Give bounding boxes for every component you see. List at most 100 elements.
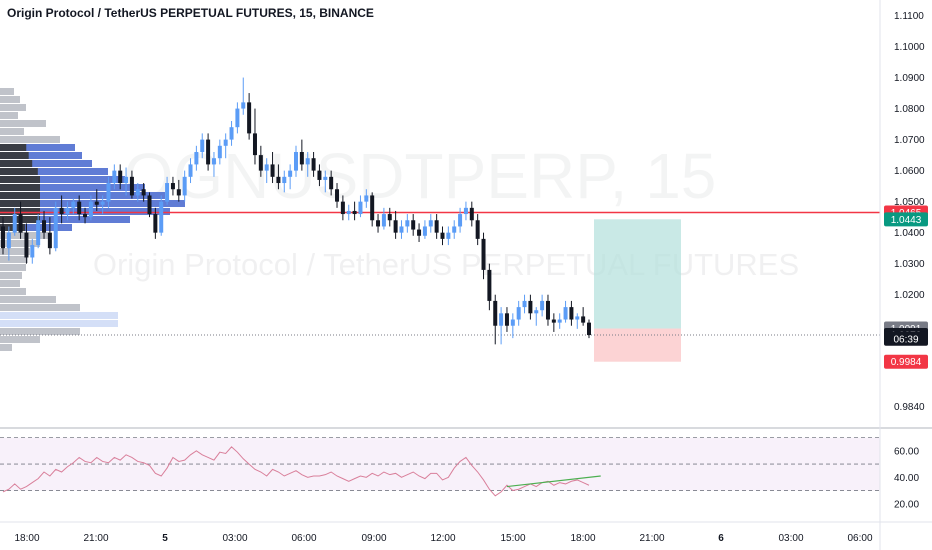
price-tick-label: 1.0700 bbox=[894, 135, 925, 146]
time-tick-label: 21:00 bbox=[639, 533, 664, 544]
candle-body bbox=[194, 152, 199, 165]
candle-body bbox=[522, 300, 527, 308]
watermark-name: Origin Protocol / TetherUS PERPETUAL FUT… bbox=[93, 247, 799, 282]
position-zones[interactable] bbox=[594, 219, 681, 362]
volume-profile-bar bbox=[0, 288, 26, 295]
candle-body bbox=[211, 158, 216, 165]
candle-body bbox=[71, 201, 76, 208]
price-axis[interactable]: 1.1100 1.1000 1.0900 1.0800 1.0700 1.0600 1.05… bbox=[879, 0, 928, 550]
volume-profile-bar bbox=[0, 168, 108, 175]
volume-profile-bar-dark bbox=[0, 176, 40, 183]
candle-body bbox=[241, 102, 246, 109]
candle-body bbox=[428, 220, 433, 227]
candle-body bbox=[1, 226, 5, 249]
stop-loss-zone[interactable] bbox=[594, 328, 681, 362]
time-tick-label: 6 bbox=[718, 533, 724, 544]
candle-body bbox=[252, 133, 257, 156]
candle-body bbox=[83, 214, 88, 218]
candle-body bbox=[346, 210, 351, 215]
candles bbox=[1, 77, 591, 345]
rsi-pane bbox=[0, 427, 932, 497]
candle-body bbox=[141, 189, 146, 196]
price-tick-label: 1.0300 bbox=[894, 259, 925, 270]
price-tick-label: 1.0500 bbox=[894, 197, 925, 208]
candle-body bbox=[294, 152, 298, 171]
price-badge[interactable] bbox=[884, 331, 928, 346]
volume-profile-bar-dark bbox=[0, 152, 29, 159]
volume-profile-bar-dark bbox=[0, 168, 38, 175]
candle-body bbox=[575, 316, 580, 320]
volume-profile-bar-dark bbox=[0, 160, 33, 167]
candle-body bbox=[299, 152, 304, 165]
candle-body bbox=[434, 220, 439, 233]
volume-profile-bar bbox=[0, 264, 26, 271]
candle-body bbox=[534, 310, 539, 314]
volume-profile-bar bbox=[0, 328, 80, 335]
price-tick-label: 0.9840 bbox=[894, 402, 925, 413]
volume-profile-bar-dark bbox=[0, 224, 26, 231]
candle-body bbox=[24, 232, 29, 258]
candle-body bbox=[276, 176, 281, 184]
candle-body bbox=[124, 176, 129, 184]
candle-body bbox=[399, 226, 404, 233]
rsi-tick-label: 40.00 bbox=[894, 473, 919, 484]
volume-profile-bar bbox=[0, 224, 72, 231]
candle-body bbox=[370, 195, 375, 221]
volume-profile-bar bbox=[0, 152, 82, 159]
price-badge[interactable] bbox=[884, 354, 928, 369]
candle-body bbox=[493, 300, 498, 326]
volume-profile-bar-dark bbox=[0, 144, 27, 151]
volume-profile-bar bbox=[0, 296, 56, 303]
volume-profile-bar bbox=[0, 344, 12, 351]
watermark-symbol: OGNUSDTPERP, 15 bbox=[124, 140, 717, 212]
candle-body bbox=[118, 170, 123, 184]
candle-body bbox=[329, 176, 334, 190]
candle-body bbox=[516, 307, 521, 320]
candle-body bbox=[147, 195, 152, 215]
candle-body bbox=[258, 155, 263, 171]
price-badge-label: 0.9984 bbox=[891, 357, 922, 368]
volume-profile-bar bbox=[0, 136, 60, 143]
candle-body bbox=[587, 322, 591, 336]
candle-body bbox=[176, 189, 181, 196]
volume-profile-bar bbox=[0, 248, 30, 255]
watermark: OGNUSDTPERP, 15 Origin Protocol / Tether… bbox=[93, 140, 799, 282]
price-badge[interactable] bbox=[884, 212, 928, 227]
volume-profile-bar bbox=[0, 160, 92, 167]
candle-body bbox=[159, 201, 164, 233]
candle-body bbox=[540, 300, 545, 311]
candle-body bbox=[77, 201, 82, 215]
volume-profile-bar bbox=[0, 304, 80, 311]
volume-profile-bar bbox=[0, 192, 165, 199]
candle-body bbox=[422, 226, 427, 236]
candle-body bbox=[59, 207, 64, 215]
price-tick-label: 1.0800 bbox=[894, 104, 925, 115]
candle-body bbox=[487, 269, 492, 301]
volume-profile-bar bbox=[0, 216, 130, 223]
rsi-line bbox=[2, 446, 590, 497]
rsi-trendline[interactable] bbox=[506, 475, 601, 488]
volume-profile-bar bbox=[0, 144, 75, 151]
candle-body bbox=[223, 139, 228, 146]
candle-body bbox=[6, 232, 11, 249]
candle-body bbox=[182, 176, 187, 196]
candle-body bbox=[165, 183, 170, 202]
candle-body bbox=[47, 232, 52, 249]
candle-body bbox=[335, 189, 340, 202]
candle-body bbox=[12, 214, 17, 233]
candle-body bbox=[106, 183, 111, 202]
time-tick-label: 06:00 bbox=[291, 533, 316, 544]
volume-profile-bar-dark bbox=[0, 208, 40, 215]
time-tick-label: 03:00 bbox=[222, 533, 247, 544]
volume-profile-bar bbox=[0, 184, 145, 191]
time-tick-label: 18:00 bbox=[14, 533, 39, 544]
price-tick-label: 1.1100 bbox=[894, 11, 924, 22]
time-axis[interactable]: 18:00 21:00 5 03:00 06:00 09:00 12:00 15:00 18:0… bbox=[0, 521, 932, 544]
volume-profile-bar bbox=[0, 256, 28, 263]
candle-body bbox=[53, 207, 58, 249]
candle-body bbox=[270, 164, 275, 177]
take-profit-zone[interactable] bbox=[594, 219, 681, 329]
candle-body bbox=[528, 300, 533, 314]
candle-body bbox=[229, 127, 234, 140]
